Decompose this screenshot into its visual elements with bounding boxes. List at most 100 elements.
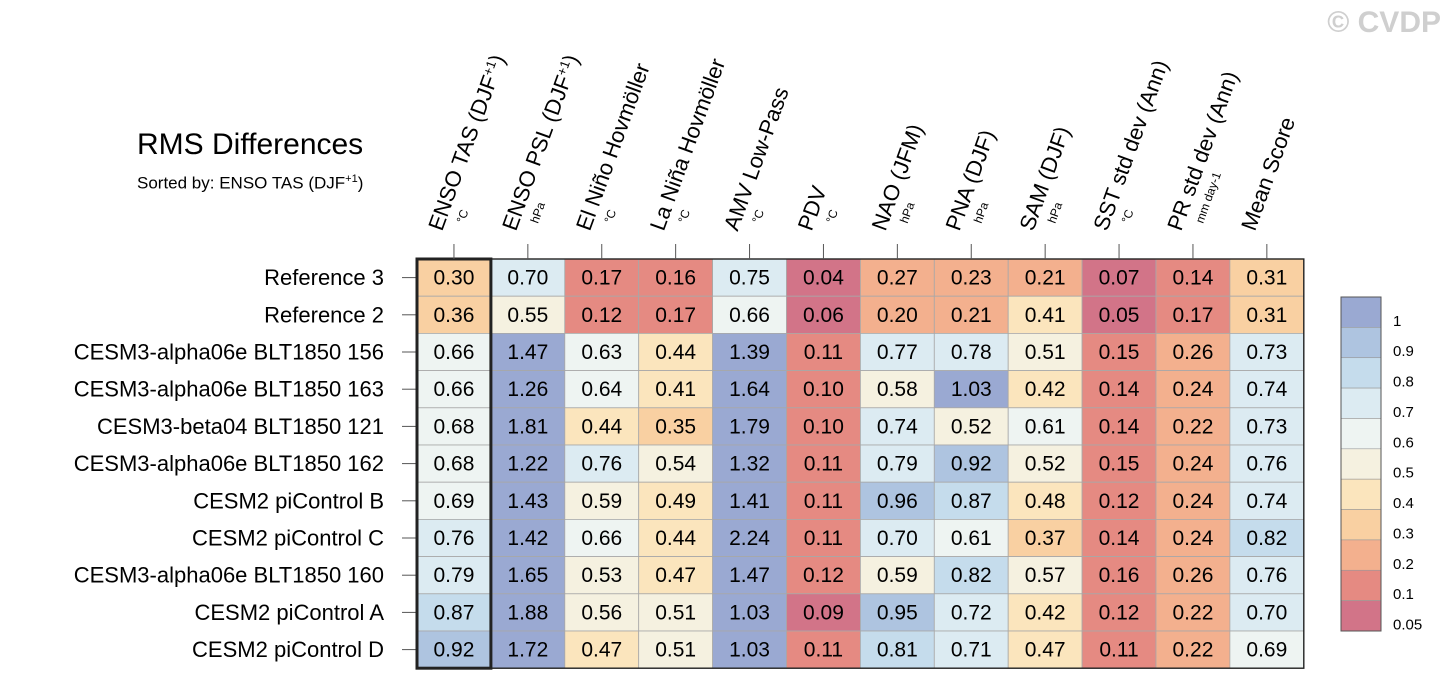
column-label: PDV [793, 182, 832, 233]
cell-value: 0.31 [1246, 304, 1287, 327]
cell-value: 0.75 [729, 267, 770, 290]
cell-value: 0.11 [804, 527, 843, 550]
heatmap-cell [1007, 519, 1083, 558]
cell-value: 0.66 [434, 378, 475, 401]
cell-value: 1.47 [507, 341, 548, 364]
cell-value: 0.79 [434, 564, 475, 587]
sorted-by-label: ENSO TAS (DJF [219, 173, 346, 193]
column-unit: °C [823, 207, 841, 225]
cell-value: 1.41 [729, 490, 770, 513]
heatmap-cell [786, 295, 861, 334]
cell-value: 0.21 [1025, 267, 1066, 290]
heatmap-cell [933, 593, 1009, 632]
heatmap-cell [1155, 519, 1231, 558]
cell-value: 0.26 [1173, 564, 1214, 587]
colorbar-label: 0.8 [1393, 374, 1414, 391]
heatmap-cell [490, 407, 566, 446]
heatmap-cell [564, 556, 640, 595]
heatmap-cell [712, 556, 787, 595]
cell-value: 0.12 [1099, 601, 1140, 624]
heatmap-cell [1081, 556, 1157, 595]
colorbar-segment [1340, 327, 1382, 359]
colorbar-segment [1340, 569, 1382, 601]
cell-value: 0.24 [1173, 378, 1214, 401]
cell-value: 0.58 [877, 378, 918, 401]
cell-value: 0.82 [951, 564, 992, 587]
heatmap-cell [638, 407, 714, 446]
cell-value: 1.03 [729, 601, 770, 624]
cell-value: 0.35 [655, 415, 696, 438]
heatmap-cell [1229, 630, 1305, 669]
heatmap-cell [638, 258, 714, 297]
colorbar-label: 0.05 [1393, 616, 1422, 633]
cell-value: 0.66 [581, 527, 622, 550]
chart-title: RMS Differences [137, 128, 364, 161]
cell-value: 1.03 [729, 639, 770, 662]
heatmap-cell [490, 481, 566, 520]
column-label-text: SAM (DJF) [1014, 123, 1075, 234]
heatmap-cell [933, 444, 1009, 483]
heatmap-cell [786, 370, 861, 409]
cell-value: 0.76 [1246, 564, 1287, 587]
heatmap-cell [1081, 593, 1157, 632]
column-label-text: SST std dev (Ann) [1088, 57, 1173, 234]
heatmap-cell [933, 556, 1009, 595]
heatmap-cell [416, 630, 492, 669]
cell-value: 0.59 [581, 490, 622, 513]
heatmap-cell [860, 481, 935, 520]
heatmap-cell [1229, 407, 1305, 446]
heatmap-cell [1081, 295, 1157, 334]
cell-value: 0.14 [1099, 378, 1140, 401]
colorbar-segment [1340, 478, 1382, 510]
cell-value: 0.24 [1173, 527, 1214, 550]
heatmap-cell [416, 519, 492, 558]
cell-value: 0.66 [434, 341, 475, 364]
sorted-by-tail: ) [357, 173, 364, 193]
cell-value: 0.77 [877, 341, 918, 364]
heatmap-cell [712, 258, 787, 297]
cell-value: 0.70 [877, 527, 918, 550]
heatmap-cell [1229, 519, 1305, 558]
cell-value: 0.44 [655, 341, 696, 364]
column-label: PNA (DJF) [940, 126, 999, 233]
cell-value: 0.20 [877, 304, 918, 327]
heatmap-cell [933, 332, 1009, 371]
cell-value: 0.10 [803, 378, 844, 401]
cell-value: 0.17 [655, 304, 696, 327]
heatmap-cell [1007, 407, 1083, 446]
heatmap-cell [933, 407, 1009, 446]
cell-value: 0.74 [1246, 378, 1287, 401]
cell-value: 0.44 [655, 527, 696, 550]
cell-value: 0.42 [1025, 378, 1066, 401]
sorted-by-sup: +1 [345, 173, 358, 185]
cell-value: 0.12 [1099, 490, 1140, 513]
heatmap-cell [1081, 519, 1157, 558]
cell-value: 0.47 [1025, 639, 1066, 662]
row-label: CESM3-alpha06e BLT1850 162 [74, 451, 384, 476]
cell-value: 0.24 [1173, 490, 1214, 513]
cell-value: 0.92 [951, 453, 992, 476]
cell-value: 0.09 [803, 601, 844, 624]
cell-value: 0.14 [1099, 415, 1140, 438]
heatmap-cell [1229, 370, 1305, 409]
column-label-text: La Niña Hovmöller [645, 55, 730, 234]
cell-value: 0.73 [1246, 415, 1287, 438]
heatmap-cell [564, 370, 640, 409]
cell-value: 0.52 [951, 415, 992, 438]
heatmap-cell [416, 593, 492, 632]
cell-value: 0.30 [434, 267, 475, 290]
heatmap-cell [786, 407, 861, 446]
column-label-text: El Niño Hovmöller [571, 60, 655, 234]
cell-value: 0.17 [581, 267, 622, 290]
heatmap-cell [1155, 481, 1231, 520]
row-label: Reference 3 [264, 265, 384, 290]
cell-value: 0.70 [1246, 601, 1287, 624]
colorbar-label: 0.2 [1393, 556, 1414, 573]
heatmap-cell [490, 258, 566, 297]
heatmap-cell [1229, 258, 1305, 297]
row-label: CESM3-beta04 BLT1850 121 [97, 414, 384, 439]
row-label: CESM2 piControl A [194, 600, 384, 625]
row-label: CESM3-alpha06e BLT1850 160 [74, 563, 384, 588]
column-label: ENSO TAS (DJF+1) [423, 51, 510, 234]
heatmap-cell [860, 444, 935, 483]
